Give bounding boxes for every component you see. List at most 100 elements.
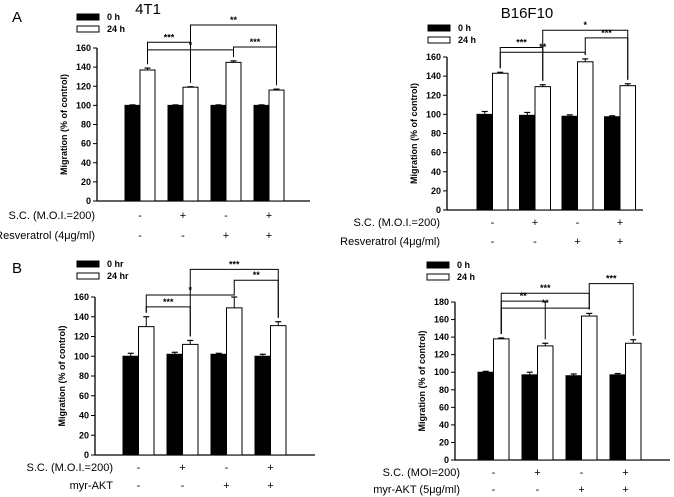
legend-swatch-0 [427,24,451,32]
condition-label-1: myr-AKT [70,480,114,492]
significance-bracket-3 [233,46,277,86]
bar-1-2 [225,61,242,202]
condition-value-1-0: - [492,484,496,496]
bar-1-2 [226,307,243,456]
legend-swatch-1 [76,272,100,280]
legend-label-1: 24 hr [107,271,129,281]
y-tick-label: 160 [426,52,441,62]
condition-value-0-3: + [617,217,623,229]
condition-label-1: myr-AKT (5μg/ml) [373,484,460,496]
condition-value-1-3: + [266,230,272,242]
condition-value-0-1: + [179,462,185,474]
condition-value-1-1: - [533,236,537,248]
significance-label-0: *** [163,297,174,307]
bar-1-3 [625,342,642,461]
significance-label-1: ** [520,291,528,301]
y-tick-label: 60 [79,391,89,401]
legend-swatch-1 [427,36,451,44]
legend-label-0: 0 hr [107,259,124,269]
legend-swatch-1 [426,273,450,281]
condition-label-1: Resveratrol (4μg/ml) [0,230,95,242]
significance-label-3: *** [250,37,261,47]
condition-value-1-3: + [617,236,623,248]
bar-1-3 [270,325,287,456]
chart-panel-3: 0 hr 24 hr 0 20 40 60 80 100 120 140 160 Migration … [27,259,315,492]
significance-label-2: *** [229,259,240,269]
legend-label-1: 24 h [458,35,476,45]
y-tick-label: 100 [426,109,441,119]
y-tick-label: 120 [76,81,91,91]
chart-panel-2: B16F10 0 h 24 h 0 20 40 60 80 100 120 140 160 Migrat… [340,5,643,248]
bar-1-0 [139,69,156,202]
y-tick-label: 140 [426,71,441,81]
y-axis-label: Migration (% of control) [409,83,419,184]
y-tick-label: 60 [81,139,91,149]
bar-1-3 [619,85,636,211]
y-axis-label: Migration (% of control) [59,74,69,175]
panel-letter-a: A [12,9,22,26]
condition-value-0-3: + [622,467,628,479]
bar-0-0 [124,104,141,202]
condition-value-0-0: - [138,210,142,222]
condition-value-0-0: - [491,217,495,229]
bar-0-3 [604,116,621,211]
y-tick-label: 40 [439,420,449,430]
condition-value-0-2: - [225,462,229,474]
condition-value-1-3: + [267,480,273,492]
y-tick-label: 160 [434,315,449,325]
condition-value-0-0: - [492,467,496,479]
significance-bracket-3 [584,37,629,80]
significance-label-0: *** [540,283,551,293]
y-tick-label: 20 [81,177,91,187]
y-tick-label: 0 [84,450,89,460]
significance-bracket-3 [233,279,279,318]
chart-title: 4T1 [135,1,161,18]
legend-label-0: 0 h [107,12,120,22]
bar-1-1 [182,343,199,456]
y-tick-label: 80 [81,120,91,130]
chart-panel-4: 0 h 24 h 0 20 40 60 80 100 120 140 160 180 Migration… [373,260,670,496]
condition-value-1-1: - [181,230,185,242]
y-tick-label: 20 [79,430,89,440]
bar-0-2 [210,104,227,202]
bar-0-0 [122,355,139,456]
significance-label-0: *** [164,32,175,42]
significance-label-3: *** [606,274,617,284]
condition-value-1-2: + [578,484,584,496]
condition-value-1-2: + [223,230,229,242]
legend-swatch-0 [76,13,100,21]
condition-value-1-2: + [574,236,580,248]
condition-value-0-2: - [224,210,228,222]
y-tick-label: 180 [434,297,449,307]
y-tick-label: 40 [79,411,89,421]
y-tick-label: 160 [74,292,89,302]
bar-1-0 [492,72,509,211]
bar-1-2 [577,61,594,211]
y-tick-label: 160 [76,43,91,53]
condition-value-0-3: + [267,462,273,474]
legend-swatch-0 [76,260,100,268]
condition-label-0: S.C. (M.O.I.=200) [354,217,441,229]
legend-label-0: 0 h [457,260,470,270]
legend-label-1: 24 h [107,24,125,34]
legend-swatch-0 [426,261,450,269]
condition-value-0-1: + [180,210,186,222]
y-tick-label: 140 [434,332,449,342]
condition-value-0-0: - [137,462,141,474]
y-tick-label: 100 [74,351,89,361]
bar-0-3 [253,104,270,202]
y-tick-label: 20 [439,437,449,447]
condition-value-0-1: + [534,467,540,479]
bar-1-1 [537,345,554,461]
y-tick-label: 140 [74,312,89,322]
panel-letter-b: B [12,260,22,277]
bar-0-0 [477,371,494,461]
bar-0-2 [561,115,578,211]
condition-label-1: Resveratrol (4μg/ml) [340,236,440,248]
y-axis-label: Migration (% of control) [57,326,67,427]
bar-0-1 [521,374,538,461]
condition-value-1-1: - [181,480,185,492]
bar-0-1 [519,114,536,211]
significance-label-2: * [583,20,587,30]
